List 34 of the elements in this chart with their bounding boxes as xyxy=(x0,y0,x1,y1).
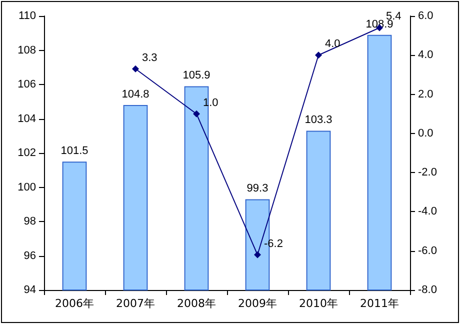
point xyxy=(132,65,139,72)
y-tick-label: 108 xyxy=(18,44,36,56)
y-tick-label: 98 xyxy=(24,216,36,228)
y-tick-label: 94 xyxy=(24,284,36,296)
data-label: 105.9 xyxy=(182,70,210,82)
point xyxy=(315,52,322,59)
data-label: 103.3 xyxy=(304,114,332,126)
point xyxy=(254,251,261,258)
y-tick-label: 100 xyxy=(18,181,36,194)
point xyxy=(193,110,200,118)
y2-tick-label: -6.0 xyxy=(418,244,437,257)
x-tick-label: 2008年 xyxy=(177,297,216,310)
x-tick-label: 2010年 xyxy=(299,297,338,310)
y-tick-label: 106 xyxy=(18,78,36,90)
x-tick-label: 2007年 xyxy=(116,297,155,310)
y2-tick-label: 0.0 xyxy=(418,127,434,140)
y2-tick-label: -8.0 xyxy=(418,284,437,296)
data-label: 4.0 xyxy=(325,38,340,50)
y-tick-label: 104 xyxy=(18,112,36,125)
y-tick-label: 102 xyxy=(18,147,36,159)
x-tick-label: 2006年 xyxy=(55,297,94,310)
data-label: 104.8 xyxy=(122,88,150,101)
y2-tick-label: 2.0 xyxy=(418,88,434,100)
data-label: 101.5 xyxy=(60,145,88,158)
y2-tick-label: -4.0 xyxy=(418,206,437,218)
y2-tick-label: 6.0 xyxy=(418,10,434,22)
data-label: 99.3 xyxy=(246,182,268,195)
x-tick-label: 2009年 xyxy=(238,297,277,310)
x-tick-label: 2011年 xyxy=(360,297,399,310)
y-tick-label: 96 xyxy=(24,250,36,262)
y2-tick-label: -2.0 xyxy=(418,166,437,179)
y-tick-label: 110 xyxy=(18,10,36,22)
y2-tick-label: 4.0 xyxy=(418,49,434,62)
data-label: 3.3 xyxy=(142,52,158,64)
